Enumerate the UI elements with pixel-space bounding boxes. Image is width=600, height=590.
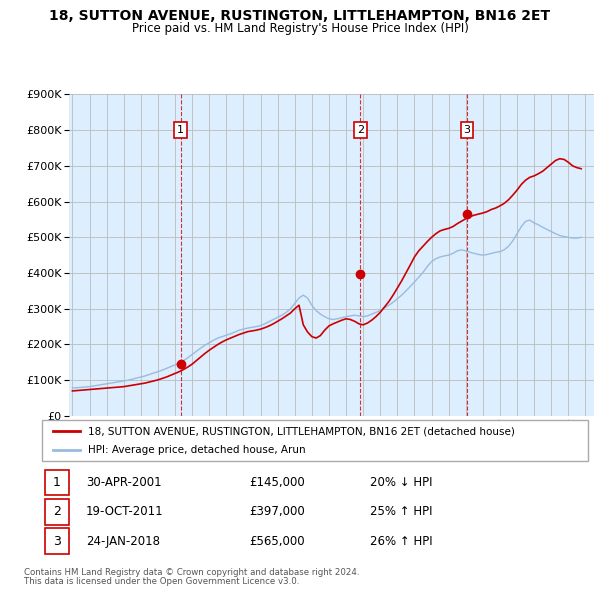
Text: 2: 2 xyxy=(53,505,61,519)
Bar xyxy=(45,470,70,496)
Text: 18, SUTTON AVENUE, RUSTINGTON, LITTLEHAMPTON, BN16 2ET: 18, SUTTON AVENUE, RUSTINGTON, LITTLEHAM… xyxy=(49,9,551,23)
Text: 3: 3 xyxy=(53,535,61,548)
Text: 26% ↑ HPI: 26% ↑ HPI xyxy=(370,535,432,548)
Text: HPI: Average price, detached house, Arun: HPI: Average price, detached house, Arun xyxy=(88,445,306,455)
Text: 1: 1 xyxy=(177,125,184,135)
Text: 2: 2 xyxy=(356,125,364,135)
Text: £397,000: £397,000 xyxy=(250,505,305,519)
Text: £565,000: £565,000 xyxy=(250,535,305,548)
Text: This data is licensed under the Open Government Licence v3.0.: This data is licensed under the Open Gov… xyxy=(24,577,299,586)
Text: 19-OCT-2011: 19-OCT-2011 xyxy=(86,505,163,519)
Text: 24-JAN-2018: 24-JAN-2018 xyxy=(86,535,160,548)
Text: 18, SUTTON AVENUE, RUSTINGTON, LITTLEHAMPTON, BN16 2ET (detached house): 18, SUTTON AVENUE, RUSTINGTON, LITTLEHAM… xyxy=(88,426,515,436)
Text: 20% ↓ HPI: 20% ↓ HPI xyxy=(370,476,432,489)
Bar xyxy=(45,528,70,554)
Text: 1: 1 xyxy=(53,476,61,489)
Text: Contains HM Land Registry data © Crown copyright and database right 2024.: Contains HM Land Registry data © Crown c… xyxy=(24,568,359,576)
Bar xyxy=(45,499,70,525)
Text: £145,000: £145,000 xyxy=(250,476,305,489)
Text: Price paid vs. HM Land Registry's House Price Index (HPI): Price paid vs. HM Land Registry's House … xyxy=(131,22,469,35)
Text: 3: 3 xyxy=(463,125,470,135)
Text: 25% ↑ HPI: 25% ↑ HPI xyxy=(370,505,432,519)
Text: 30-APR-2001: 30-APR-2001 xyxy=(86,476,161,489)
